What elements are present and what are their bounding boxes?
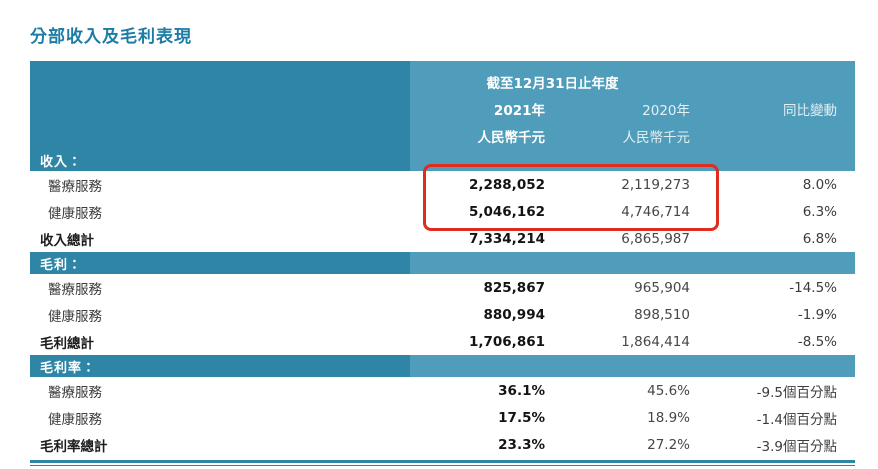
table-row-gm-total: 毛利率總計 23.3% 27.2% -3.9個百分點 <box>30 431 855 458</box>
row-label: 收入總計 <box>40 232 94 249</box>
row-label: 健康服務 <box>48 308 102 325</box>
row-label: 毛利率總計 <box>40 438 108 455</box>
header-unit-row: 人民幣千元 人民幣千元 <box>410 122 855 149</box>
value-change: 6.3% <box>802 203 837 220</box>
value-change: -1.4個百分點 <box>756 411 837 428</box>
header-right-block: 截至12月31日止年度 2021年 2020年 同比變動 人民幣千元 人民幣千元 <box>410 61 855 149</box>
table-row-gp-total: 毛利總計 1,706,861 1,864,414 -8.5% <box>30 328 855 355</box>
table-row-gm-medical: 醫療服務 36.1% 45.6% -9.5個百分點 <box>30 377 855 404</box>
row-label: 醫療服務 <box>48 384 102 401</box>
section-label-revenue: 收入： <box>30 149 410 171</box>
value-2021: 17.5% <box>498 409 545 426</box>
value-change: -9.5個百分點 <box>756 384 837 401</box>
value-2020: 45.6% <box>647 382 690 399</box>
value-2021: 5,046,162 <box>468 203 545 220</box>
value-2021: 825,867 <box>483 279 546 296</box>
bottom-rule-thick <box>30 460 855 463</box>
value-2020: 898,510 <box>634 306 690 323</box>
header-left-block <box>30 61 410 149</box>
page-title: 分部收入及毛利表現 <box>30 27 192 47</box>
section-band-fill <box>410 149 855 171</box>
value-change: -1.9% <box>797 306 837 323</box>
section-band-gross-profit: 毛利： <box>30 252 855 274</box>
value-2020: 965,904 <box>634 279 690 296</box>
value-change: 8.0% <box>802 176 837 193</box>
value-2020: 6,865,987 <box>621 230 690 247</box>
section-label-gross-profit: 毛利： <box>30 252 410 274</box>
value-2020: 2,119,273 <box>621 176 690 193</box>
table-row-gp-health: 健康服務 880,994 898,510 -1.9% <box>30 301 855 328</box>
table-row-revenue-medical: 醫療服務 2,288,052 2,119,273 8.0% <box>30 171 855 198</box>
table-row-gp-medical: 醫療服務 825,867 965,904 -14.5% <box>30 274 855 301</box>
table-header: 截至12月31日止年度 2021年 2020年 同比變動 人民幣千元 人民幣千元 <box>30 61 855 149</box>
header-change-label: 同比變動 <box>783 102 837 119</box>
header-year-2021: 2021年 <box>493 102 545 119</box>
section-label-gross-margin: 毛利率： <box>30 355 410 377</box>
table-row-revenue-health: 健康服務 5,046,162 4,746,714 6.3% <box>30 198 855 225</box>
value-2021: 880,994 <box>483 306 546 323</box>
section-band-fill <box>410 355 855 377</box>
row-label: 健康服務 <box>48 411 102 428</box>
row-label: 健康服務 <box>48 205 102 222</box>
value-2021: 7,334,214 <box>468 230 545 247</box>
row-label: 毛利總計 <box>40 335 94 352</box>
value-2021: 2,288,052 <box>468 176 545 193</box>
value-2020: 4,746,714 <box>621 203 690 220</box>
value-change: -14.5% <box>789 279 837 296</box>
value-2020: 18.9% <box>647 409 690 426</box>
bottom-rule-thin <box>30 465 855 466</box>
table-row-revenue-total: 收入總計 7,334,214 6,865,987 6.8% <box>30 225 855 252</box>
section-band-revenue: 收入： <box>30 149 855 171</box>
value-2020: 27.2% <box>647 436 690 453</box>
header-unit-2021: 人民幣千元 <box>477 129 546 146</box>
value-change: -3.9個百分點 <box>756 438 837 455</box>
row-label: 醫療服務 <box>48 281 102 298</box>
header-unit-2020: 人民幣千元 <box>622 129 691 146</box>
header-period-row: 截至12月31日止年度 <box>410 69 855 95</box>
value-2020: 1,864,414 <box>621 333 690 350</box>
section-band-gross-margin: 毛利率： <box>30 355 855 377</box>
value-change: -8.5% <box>797 333 837 350</box>
segment-revenue-table: 截至12月31日止年度 2021年 2020年 同比變動 人民幣千元 人民幣千元… <box>30 61 855 466</box>
row-label: 醫療服務 <box>48 178 102 195</box>
value-2021: 23.3% <box>498 436 545 453</box>
value-2021: 36.1% <box>498 382 545 399</box>
header-period-label: 截至12月31日止年度 <box>486 76 619 92</box>
table-row-gm-health: 健康服務 17.5% 18.9% -1.4個百分點 <box>30 404 855 431</box>
section-band-fill <box>410 252 855 274</box>
value-change: 6.8% <box>802 230 837 247</box>
value-2021: 1,706,861 <box>468 333 545 350</box>
header-year-row: 2021年 2020年 同比變動 <box>410 95 855 122</box>
header-year-2020: 2020年 <box>642 102 690 119</box>
